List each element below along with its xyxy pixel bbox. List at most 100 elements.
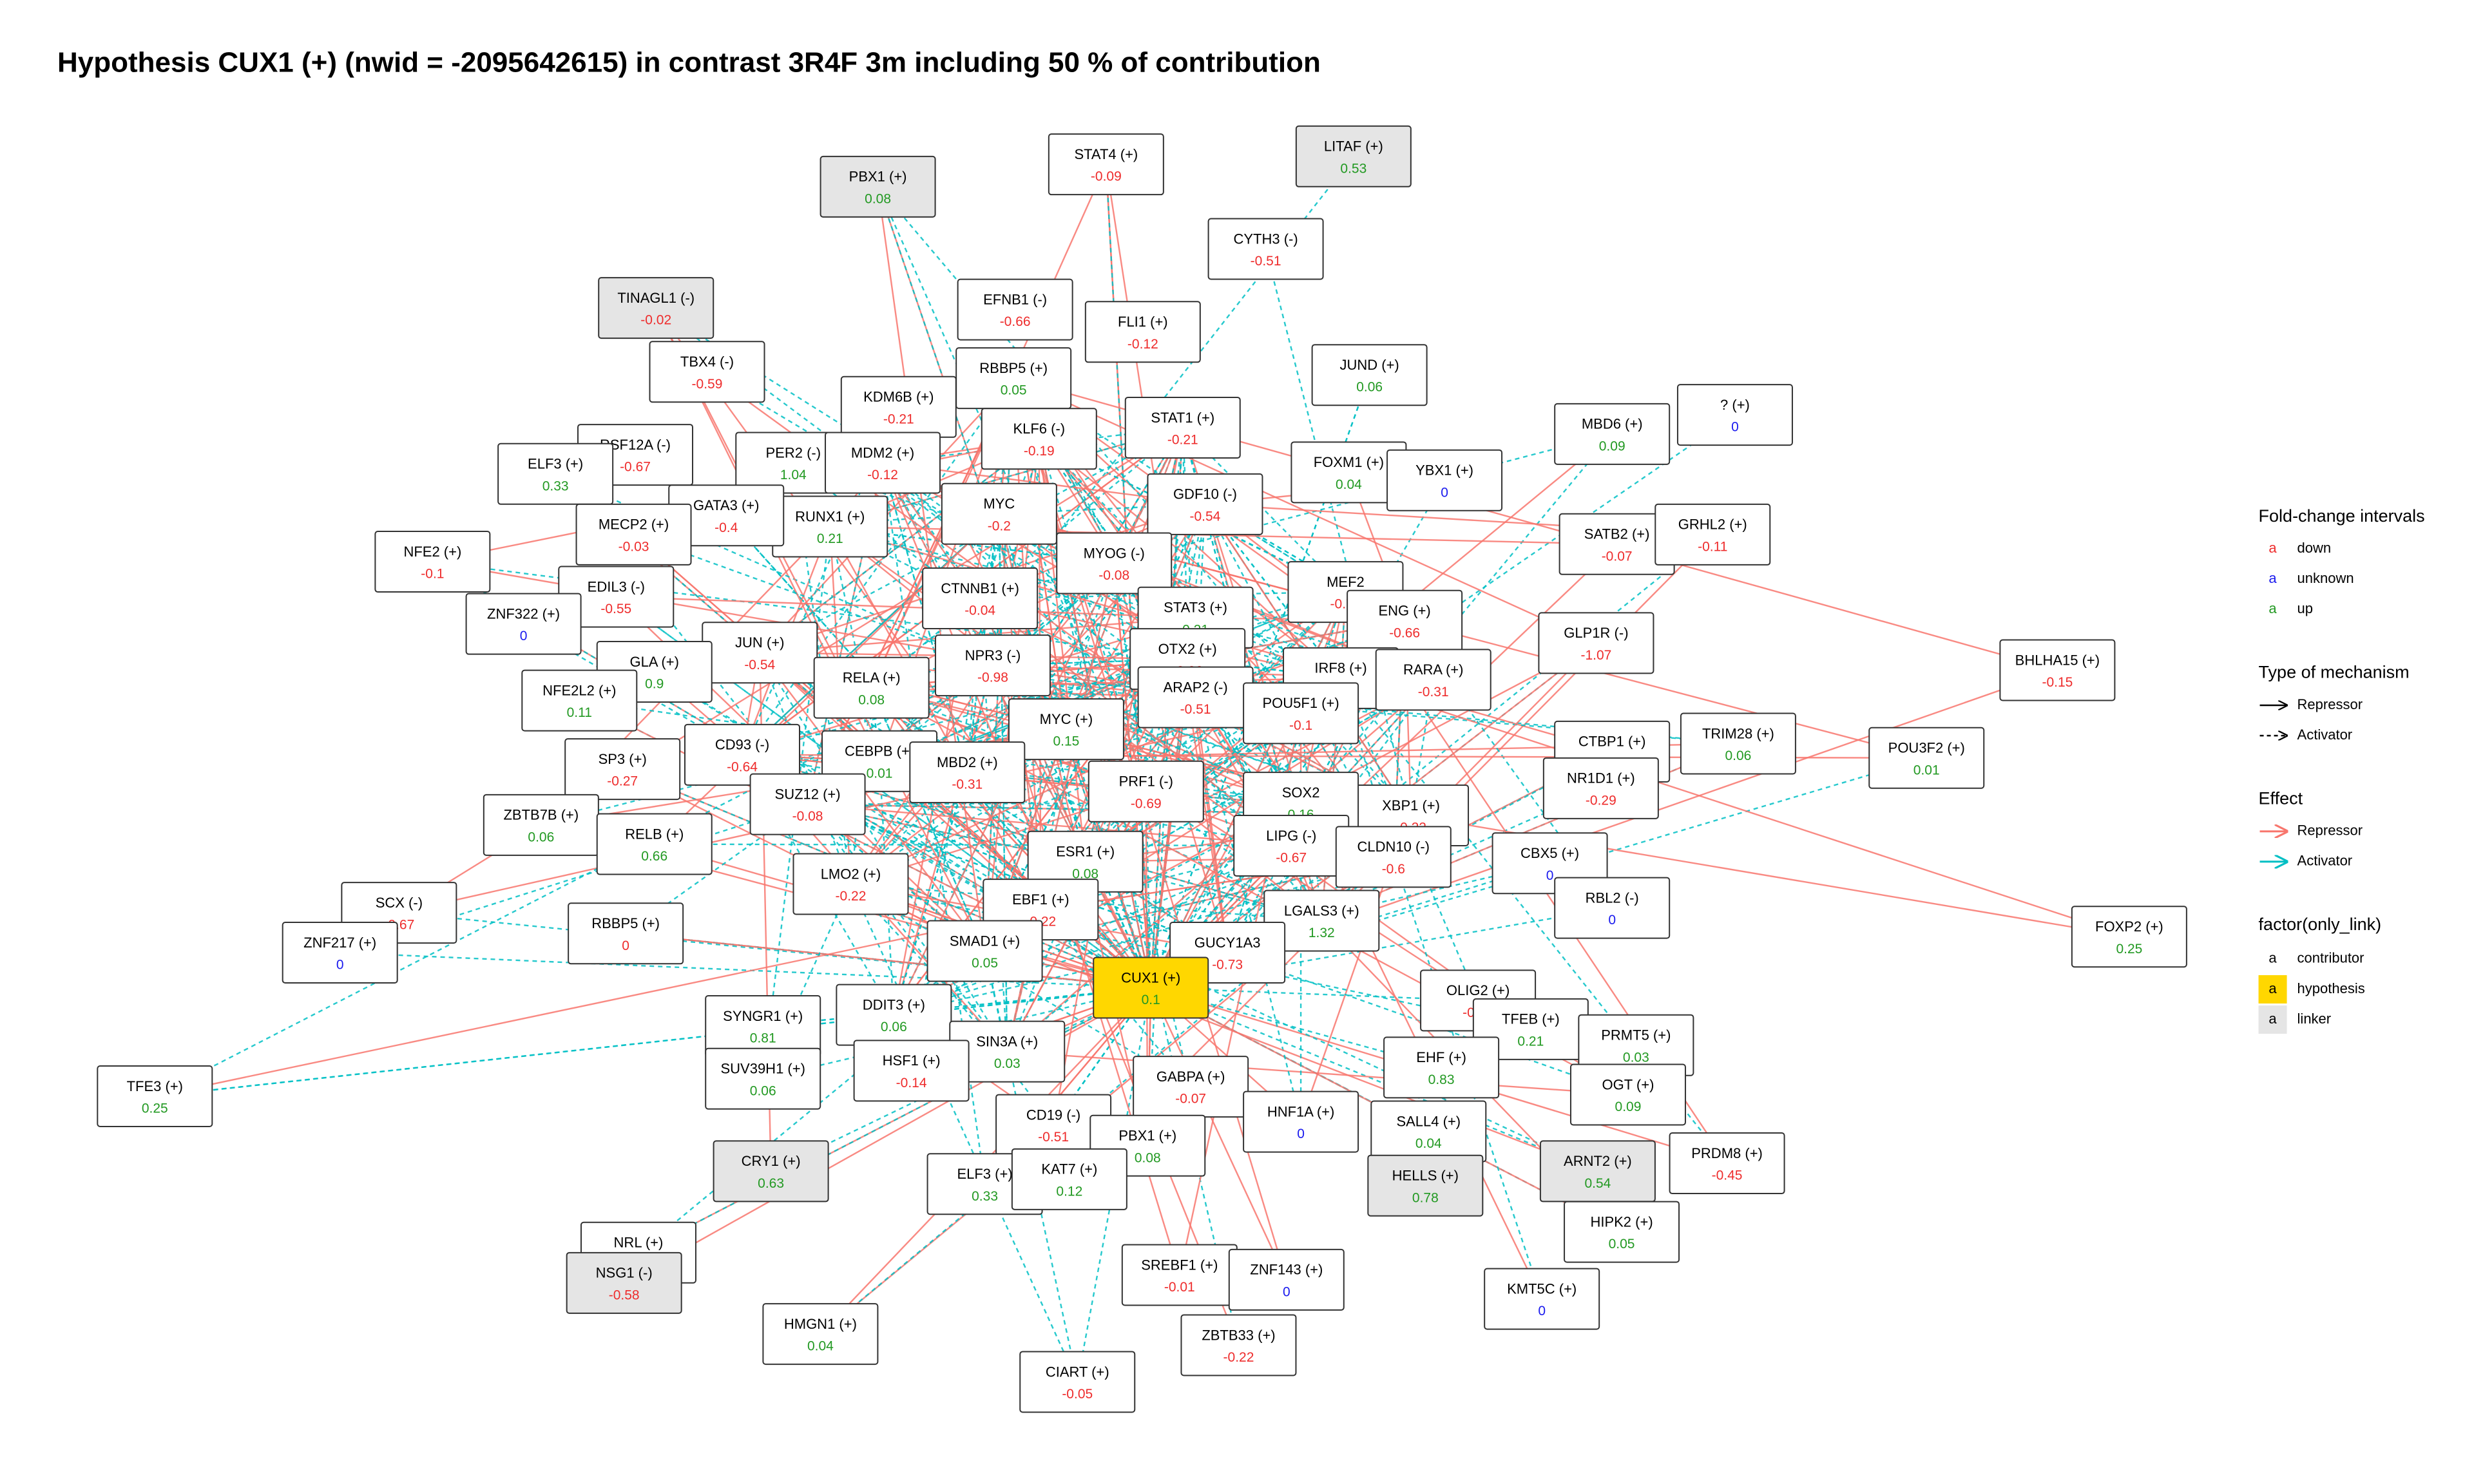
node: NSG1 (-) -0.58 xyxy=(566,1251,682,1314)
edge xyxy=(879,592,1345,762)
node: CRY1 (+) 0.63 xyxy=(713,1140,829,1203)
node: ENG (+) -0.66 xyxy=(1347,589,1463,652)
node-box xyxy=(1654,503,1771,566)
node-value: -0.66 xyxy=(1389,625,1420,640)
node-label: RBL2 (-) xyxy=(1586,889,1639,906)
node-box xyxy=(1243,1090,1359,1153)
node-box xyxy=(1676,384,1793,446)
node: EHF (+) 0.83 xyxy=(1383,1036,1500,1099)
node: KDM6B (+) -0.21 xyxy=(840,376,957,438)
node-value: 0.78 xyxy=(1412,1190,1439,1205)
node-value: 0.12 xyxy=(1056,1184,1082,1199)
node-box xyxy=(1669,1132,1785,1195)
node-box xyxy=(649,341,765,403)
edge xyxy=(1404,620,1926,758)
node: ? (+) 0 xyxy=(1676,384,1793,446)
node-value: 0.06 xyxy=(1725,748,1751,763)
node-value: -0.05 xyxy=(1062,1387,1093,1402)
node: HSF1 (+) -0.14 xyxy=(853,1040,970,1102)
node-value: -0.02 xyxy=(640,313,671,328)
node: PRDM8 (+) -0.45 xyxy=(1669,1132,1785,1195)
node-label: HELLS (+) xyxy=(1392,1168,1459,1184)
node-label: MEF2 xyxy=(1327,574,1365,590)
legend-key: a xyxy=(2268,1011,2277,1027)
edge xyxy=(759,652,1007,1051)
node: CD93 (-) -0.64 xyxy=(684,723,800,786)
legend: Fold-change intervals a down a unknown a up Typ… xyxy=(2258,506,2425,1034)
node-label: STAT4 (+) xyxy=(1074,146,1138,162)
node-label: TINAGL1 (-) xyxy=(617,290,695,306)
edge xyxy=(882,462,1196,697)
edge xyxy=(655,307,1394,857)
node: HELLS (+) 0.78 xyxy=(1367,1154,1484,1217)
node-box xyxy=(926,920,1043,982)
node-value: -0.54 xyxy=(744,658,775,672)
node-value: 0 xyxy=(520,629,528,643)
node-label: ZBTB33 (+) xyxy=(1202,1327,1275,1343)
node-box xyxy=(1569,1063,1686,1126)
node-label: TFE3 (+) xyxy=(127,1078,183,1094)
node-value: 0.33 xyxy=(972,1189,998,1204)
node: TBX4 (-) -0.59 xyxy=(649,341,765,403)
node-value: -0.54 xyxy=(1190,509,1221,524)
node-value: 0.06 xyxy=(881,1020,907,1034)
node-box xyxy=(1207,218,1324,280)
node-box xyxy=(1868,727,1985,789)
node-label: SUZ12 (+) xyxy=(775,786,841,802)
node-value: 0 xyxy=(1546,868,1554,883)
node-value: -0.09 xyxy=(1091,169,1122,184)
node-value: -0.22 xyxy=(836,889,867,904)
node-box xyxy=(1263,889,1380,952)
node-label: RARA (+) xyxy=(1403,661,1464,678)
node-value: -0.21 xyxy=(883,412,914,426)
node-label: GATA3 (+) xyxy=(693,497,759,513)
node-label: SOX2 xyxy=(1282,785,1320,801)
node-label: GLA (+) xyxy=(630,654,679,670)
edge xyxy=(1410,680,1434,816)
node: SUV39H1 (+) 0.06 xyxy=(705,1047,821,1110)
node-value: 0.01 xyxy=(1913,763,1940,777)
node-label: EHF (+) xyxy=(1416,1049,1466,1065)
node-label: SUV39H1 (+) xyxy=(720,1061,805,1077)
edge xyxy=(1341,678,2130,938)
edge xyxy=(763,987,1151,1026)
node: HIPK2 (+) 0.05 xyxy=(1564,1201,1680,1263)
node-label: RELA (+) xyxy=(843,670,901,686)
node-value: -0.07 xyxy=(1602,549,1633,564)
node-value: 0.08 xyxy=(1135,1150,1161,1165)
node-label: ARAP2 (-) xyxy=(1163,679,1227,695)
node-value: 0.08 xyxy=(858,692,885,707)
node-value: -0.2 xyxy=(988,518,1011,533)
node-value: 0.04 xyxy=(807,1339,834,1354)
node-label: OGT (+) xyxy=(1602,1076,1654,1092)
node: ZBTB33 (+) -0.22 xyxy=(1180,1314,1297,1376)
node-box xyxy=(705,1047,821,1110)
node-value: 0.63 xyxy=(758,1176,784,1191)
node: KLF6 (-) -0.19 xyxy=(981,408,1097,470)
legend-key: a xyxy=(2268,600,2277,616)
node-label: HMGN1 (+) xyxy=(784,1316,857,1332)
legend-key xyxy=(2258,1005,2287,1034)
node-value: -0.22 xyxy=(1223,1350,1254,1365)
node: PBX1 (+) 0.08 xyxy=(820,155,936,218)
node-value: 0.06 xyxy=(1356,380,1383,395)
edge xyxy=(829,428,1183,528)
node-value: 0.54 xyxy=(1584,1176,1611,1191)
node-value: 0.06 xyxy=(750,1083,776,1098)
node-value: 0.9 xyxy=(645,677,664,692)
node-label: ZNF322 (+) xyxy=(487,605,560,622)
node: RUNX1 (+) 0.21 xyxy=(772,495,888,558)
node-box xyxy=(483,794,599,856)
node-box xyxy=(762,1303,879,1365)
legend-key: a xyxy=(2268,570,2277,586)
node: CIART (+) -0.05 xyxy=(1019,1351,1136,1413)
node-label: MECP2 (+) xyxy=(599,517,669,533)
node-value: 0.08 xyxy=(1072,866,1098,881)
node-box xyxy=(1375,649,1491,711)
node-box xyxy=(1367,1154,1484,1217)
edge xyxy=(1151,988,1598,1172)
node-box xyxy=(1386,449,1503,511)
node-label: EDIL3 (-) xyxy=(588,578,645,595)
node-box xyxy=(1147,473,1263,535)
edge xyxy=(980,513,1001,598)
